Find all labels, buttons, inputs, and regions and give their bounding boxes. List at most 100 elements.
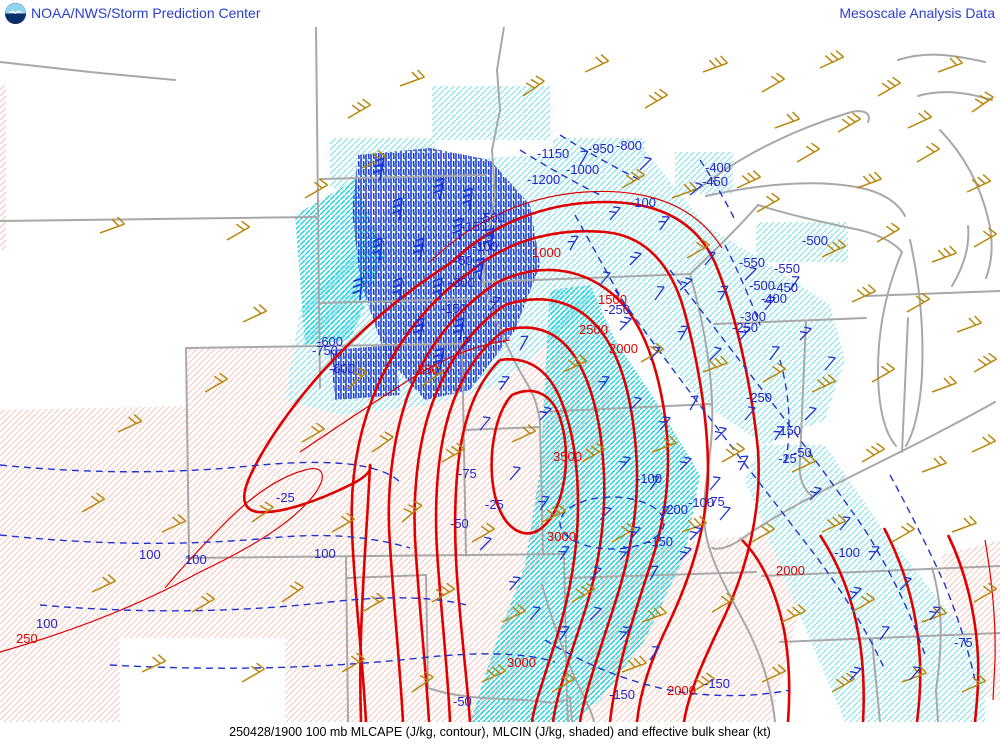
contour-label: 2000	[667, 683, 696, 698]
wind-barb	[538, 496, 550, 511]
wind-barb	[482, 227, 495, 251]
contour-label: -250	[604, 302, 630, 317]
wind-barb	[352, 277, 363, 301]
wind-barb	[644, 88, 668, 109]
wind-barb	[441, 442, 465, 463]
wind-barb	[709, 476, 721, 491]
wind-barb	[401, 500, 423, 523]
wind-barb	[241, 662, 265, 683]
wind-barb	[346, 367, 368, 390]
wind-barb	[973, 227, 997, 248]
wind-barb	[781, 603, 807, 623]
contour-label: -500	[479, 210, 505, 225]
contour-label: 100	[185, 552, 207, 567]
wind-barb	[341, 652, 365, 673]
wind-barb	[452, 217, 463, 241]
wind-barb	[799, 326, 812, 341]
wind-barb	[849, 586, 862, 601]
wind-barb	[679, 546, 692, 561]
wind-barb	[472, 257, 485, 281]
page-title: Mesoscale Analysis Data	[839, 5, 995, 21]
contour-label: -25	[276, 490, 295, 505]
wind-barb	[551, 672, 575, 693]
wind-barb	[489, 296, 501, 311]
wind-barb	[736, 169, 762, 189]
wind-barb	[432, 177, 445, 201]
wind-barb	[839, 516, 851, 531]
wind-barb	[621, 655, 647, 673]
wind-barb	[619, 316, 632, 331]
wind-barb	[99, 216, 125, 234]
wind-barb	[589, 606, 602, 621]
wind-barb	[971, 433, 997, 453]
wind-barb	[412, 237, 425, 261]
wind-barb	[619, 456, 631, 471]
contour-label: -950	[588, 141, 614, 156]
wind-barb	[659, 506, 670, 521]
wind-barb	[411, 671, 434, 693]
contour-label: -600	[317, 334, 343, 349]
wind-barb	[629, 396, 642, 411]
contour-label: -300	[740, 309, 766, 324]
wind-barb	[584, 53, 610, 73]
wind-barb	[629, 251, 642, 266]
wind-barb	[877, 76, 901, 97]
wind-barb	[479, 416, 491, 431]
wind-barb	[522, 75, 545, 97]
wind-barb	[251, 501, 274, 523]
wind-barb	[649, 476, 660, 491]
contour-label: -250	[746, 390, 772, 405]
noaa-logo-icon	[4, 2, 27, 25]
wind-barb	[762, 362, 786, 383]
wind-barb	[679, 456, 692, 471]
wind-barb	[774, 111, 800, 129]
wind-barb	[301, 422, 325, 443]
wind-barb	[161, 513, 187, 533]
wind-barb	[899, 576, 912, 591]
wind-barb	[658, 216, 670, 231]
great-lakes-outlines	[699, 53, 993, 447]
wind-barb	[347, 98, 371, 119]
wind-barb	[498, 376, 510, 391]
header-bar: NOAA/NWS/Storm Prediction Center Mesosca…	[0, 0, 1000, 27]
wind-barb	[432, 277, 443, 301]
site-title: NOAA/NWS/Storm Prediction Center	[31, 5, 261, 21]
wind-barb	[571, 582, 595, 603]
wind-barb	[619, 546, 631, 561]
wind-barb	[737, 455, 749, 471]
contour-label: -75	[458, 466, 477, 481]
wind-barb	[689, 182, 703, 196]
wind-barb	[711, 592, 735, 613]
wind-barb	[659, 416, 671, 431]
wind-barb	[117, 413, 143, 433]
wind-barb	[821, 513, 847, 533]
wind-barb	[907, 109, 933, 129]
wind-barb	[876, 222, 900, 243]
wind-barb	[141, 653, 167, 673]
wind-barb	[372, 157, 385, 181]
wind-barb	[81, 492, 105, 513]
contour-label: -100	[630, 195, 656, 210]
contour-label: -450	[702, 174, 728, 189]
wind-barb	[562, 353, 588, 373]
wind-barb	[956, 315, 982, 333]
wind-barb	[651, 435, 677, 453]
wind-barb	[689, 526, 702, 541]
wind-barb	[769, 346, 780, 361]
wind-barb	[831, 672, 855, 693]
wind-barb	[937, 55, 963, 73]
wind-barb	[649, 646, 660, 661]
wind-barb	[909, 666, 921, 681]
wind-barb	[649, 346, 661, 361]
wind-barb	[764, 296, 776, 311]
wind-barb	[971, 91, 994, 113]
contour-label: -200	[662, 502, 688, 517]
wind-barb	[509, 466, 521, 481]
contour-label: -1150	[537, 146, 569, 161]
shading-white-pockets	[120, 638, 285, 722]
contour-label: -100	[688, 495, 714, 510]
contour-label: 2000	[609, 341, 638, 356]
contour-label: 100	[314, 546, 336, 561]
contour-label: -100	[834, 545, 860, 560]
contour-label: 2500	[579, 322, 608, 337]
